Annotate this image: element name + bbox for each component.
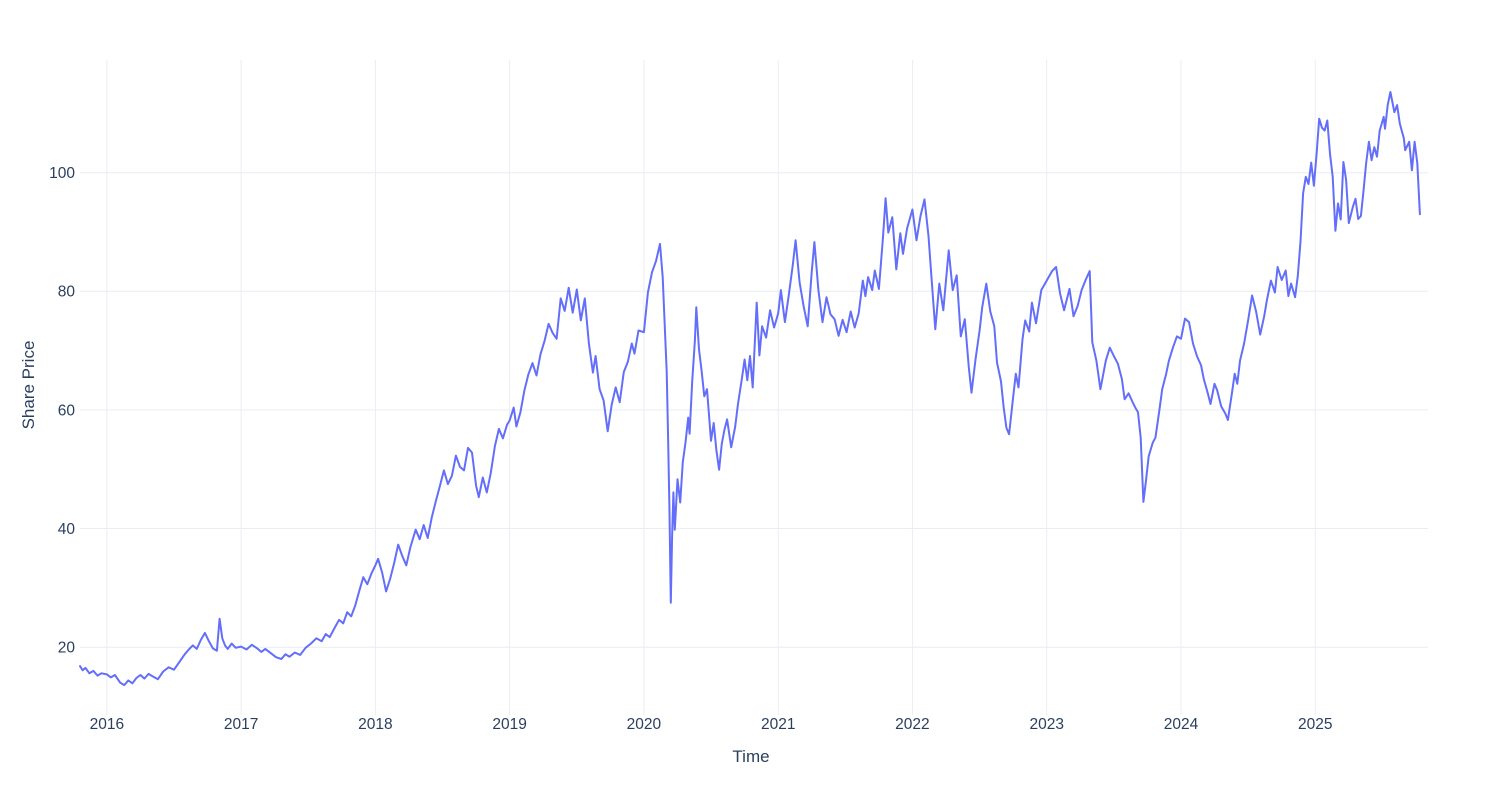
x-tick-label: 2018 xyxy=(358,716,392,733)
x-tick-label: 2021 xyxy=(761,716,795,733)
x-tick-label: 2024 xyxy=(1164,716,1199,733)
x-tick-label: 2023 xyxy=(1029,716,1063,733)
y-tick-label: 100 xyxy=(49,165,75,182)
x-tick-label: 2017 xyxy=(224,716,258,733)
x-axis-title: Time xyxy=(732,747,770,766)
y-tick-label: 60 xyxy=(58,402,76,419)
y-tick-label: 80 xyxy=(58,284,76,301)
x-tick-label: 2022 xyxy=(895,716,929,733)
x-tick-label: 2016 xyxy=(90,716,124,733)
x-tick-label: 2020 xyxy=(627,716,662,733)
y-axis-title: Share Price xyxy=(19,340,38,430)
y-tick-label: 40 xyxy=(58,521,76,538)
x-tick-label: 2019 xyxy=(492,716,526,733)
y-tick-label: 20 xyxy=(58,640,76,657)
price-line xyxy=(79,91,1421,687)
x-tick-label: 2025 xyxy=(1298,716,1332,733)
